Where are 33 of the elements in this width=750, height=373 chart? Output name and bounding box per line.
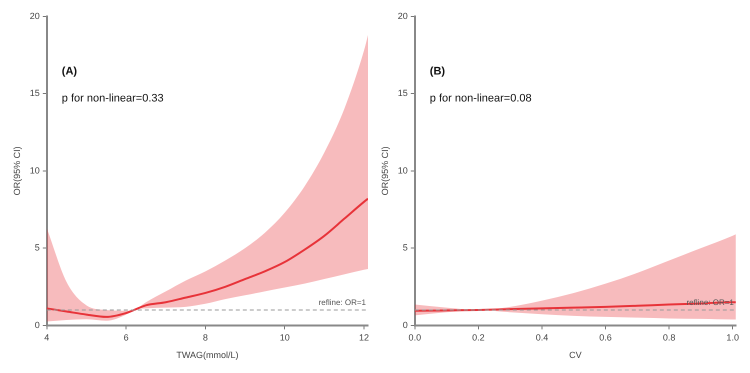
y-tick-label: 15 [30,88,40,98]
x-axis-title: TWAG(mmol/L) [176,350,238,360]
y-tick-label: 10 [398,165,408,176]
x-tick-label: 8 [202,332,208,342]
line-series [46,198,368,318]
x-tick-label: 12 [359,332,370,342]
x-tick-label: 0.2 [472,332,485,342]
y-tick-label: 15 [398,88,408,98]
ref-line-label: refline: OR=1 [318,298,367,308]
y-tick-label: 20 [30,10,40,21]
annotation: (B) [430,65,446,78]
y-tick-label: 5 [402,242,408,253]
x-tick-label: 6 [124,332,129,342]
x-tick-label: 4 [44,332,50,342]
y-tick-label: 10 [30,165,40,176]
y-tick-label: 5 [34,242,40,253]
x-tick-label: 0.6 [599,332,612,342]
x-tick-label: 0.4 [536,332,548,342]
annotation: p for non-linear=0.08 [430,92,532,104]
x-tick-label: 0.0 [408,332,422,342]
y-tick-label: 0 [402,320,408,330]
ref-line-label: refline: OR=1 [686,298,734,308]
x-tick-label: 1.0 [726,332,739,342]
y-tick-label: 0 [34,320,40,330]
annotation: p for non-linear=0.33 [62,92,164,104]
x-tick-label: 0.8 [662,332,676,342]
y-tick-label: 20 [398,10,408,21]
x-axis-title: CV [569,350,582,360]
line-series [414,301,736,312]
x-tick-label: 10 [280,332,290,342]
y-axis-title: OR(95% CI) [12,146,22,196]
annotation: (A) [62,65,78,78]
y-axis-title: OR(95% CI) [380,146,390,196]
